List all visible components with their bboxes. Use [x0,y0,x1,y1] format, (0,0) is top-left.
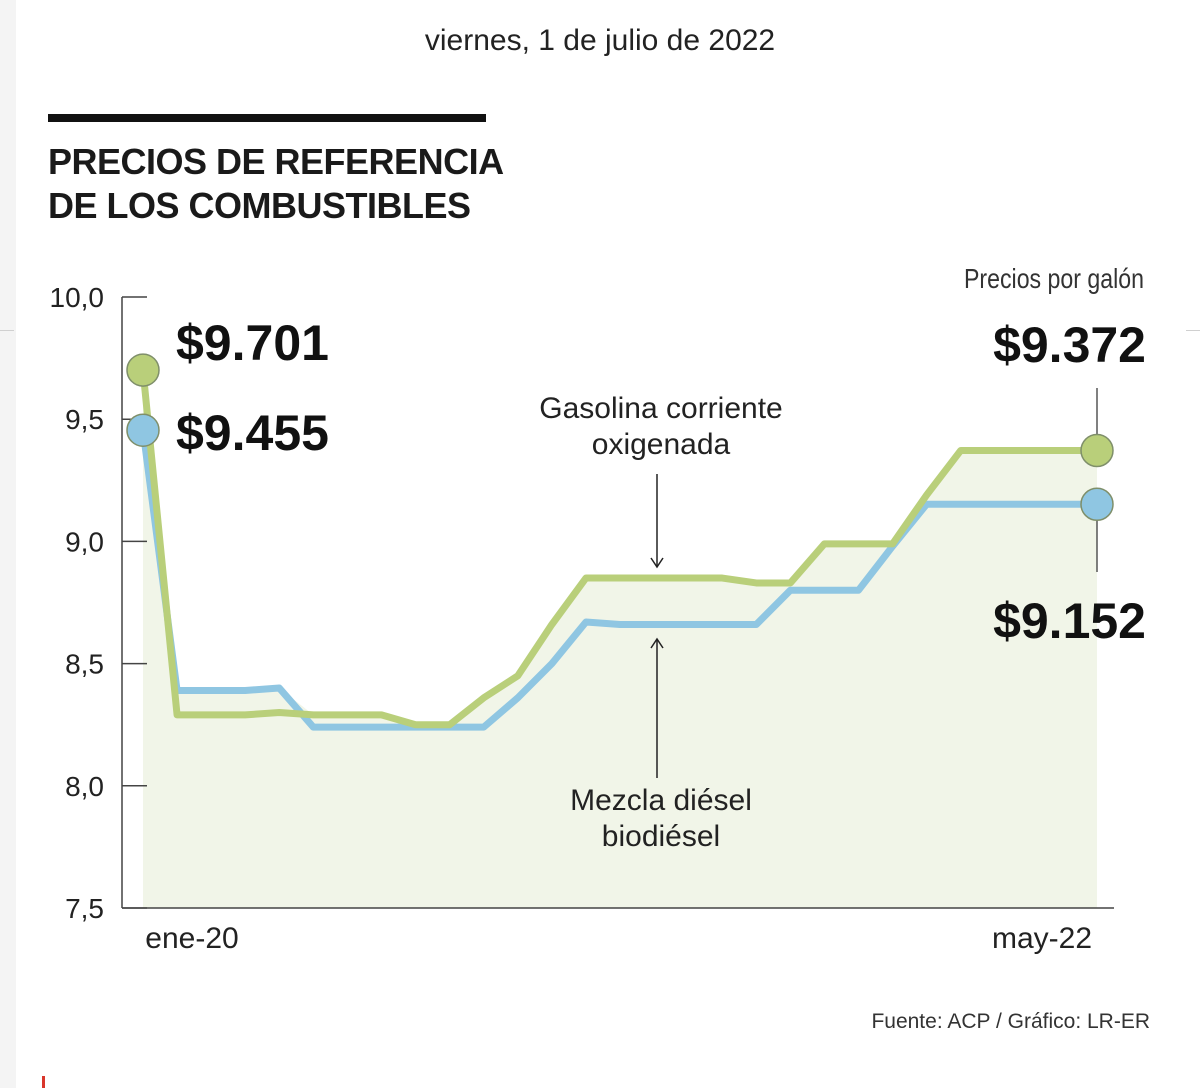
date-line: viernes, 1 de julio de 2022 [424,24,776,57]
y-tick-label: 8,0 [65,771,104,802]
point-marker [1080,487,1114,522]
chart-area-fill [143,370,1097,909]
edge-tick-right [1186,330,1200,331]
x-tick-label: ene-20 [145,922,238,955]
x-tick-label: may-22 [992,922,1092,955]
series-line [139,366,1101,729]
data-label: $9.372 [993,317,1146,373]
series-name-label: Mezcla diésel [570,784,752,817]
chart-title: PRECIOS DE REFERENCIA DE LOS COMBUSTIBLE… [48,140,608,228]
y-tick-label: 9,0 [65,526,104,557]
chart-title-line-2: DE LOS COMBUSTIBLES [48,185,471,226]
y-tick-label: 10,0 [50,282,105,313]
series-name-label: Gasolina corriente [539,392,782,425]
arrow-head [650,637,664,649]
y-tick-label: 9,5 [65,404,104,435]
point-marker [126,353,160,387]
title-rule [48,114,486,122]
point-marker [126,413,160,447]
unit-note: Precios por galón [964,263,1144,294]
y-tick-label: 7,5 [65,893,104,924]
bottom-accent-mark [42,1076,45,1088]
data-label: $9.152 [993,593,1146,649]
series-name-label: oxigenada [592,428,731,461]
y-tick-label: 8,5 [65,649,104,680]
series-name-label: biodiésel [602,820,720,853]
arrow-head [650,557,664,569]
data-label: $9.455 [176,405,329,461]
source-note: Fuente: ACP / Gráfico: LR-ER [871,1010,1150,1033]
point-marker [1080,433,1114,468]
page-left-edge [0,0,16,1088]
chart-title-line-1: PRECIOS DE REFERENCIA [48,141,504,182]
data-label: $9.701 [176,315,329,371]
edge-tick-left [0,330,14,331]
